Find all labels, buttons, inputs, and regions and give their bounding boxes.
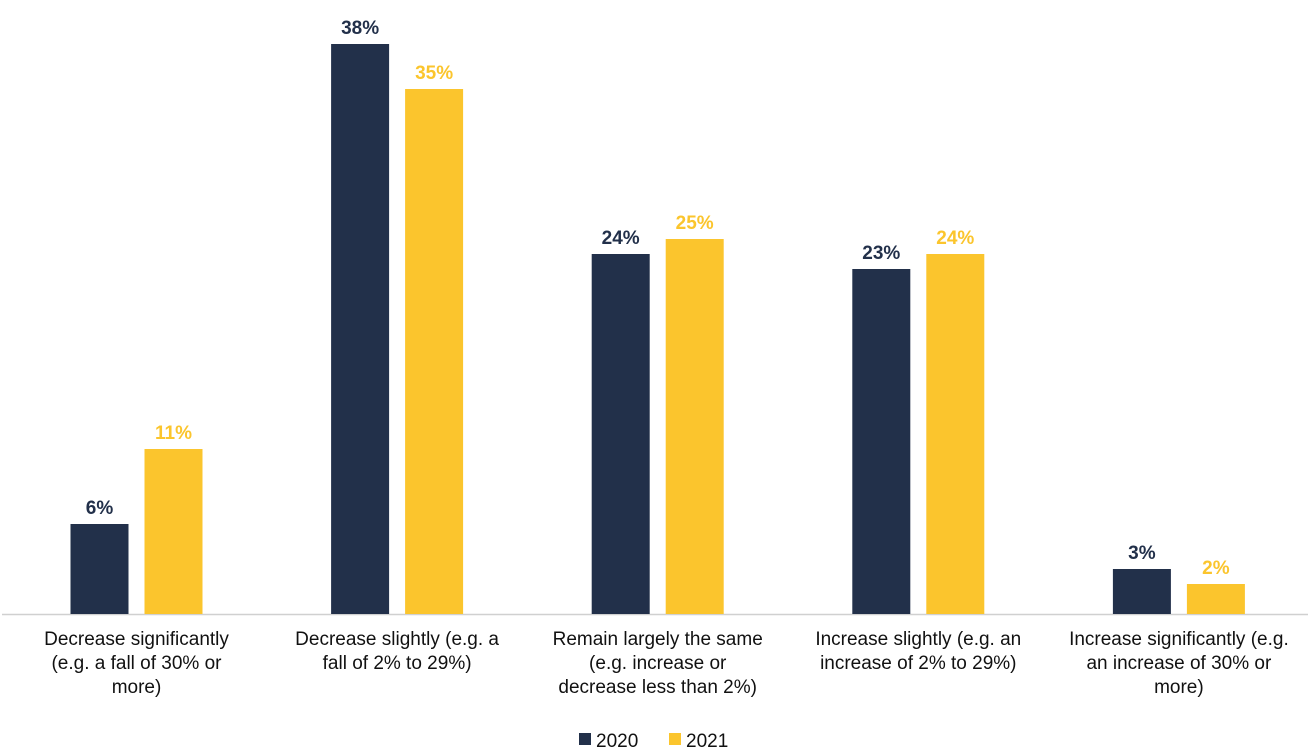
category-label-line: increase of 2% to 29%) <box>820 653 1016 674</box>
category-label-1: Decrease slightly (e.g. a fall of 2% to 2… <box>295 629 499 674</box>
bar-2020-cat-4 <box>1112 569 1171 614</box>
category-label-line: (e.g. increase or <box>589 653 727 674</box>
value-label-2021-cat-3: 24% <box>936 228 974 249</box>
value-label-2021-cat-1: 35% <box>415 63 453 84</box>
category-label-line: (e.g. a fall of 30% or <box>51 653 222 674</box>
legend-swatch-2020 <box>579 733 591 745</box>
bar-2020-cat-0 <box>70 524 129 614</box>
bar-2021-cat-2 <box>665 239 724 614</box>
bar-2021-cat-1 <box>405 89 464 614</box>
category-label-line: fall of 2% to 29%) <box>323 653 472 674</box>
category-label-line: more) <box>1154 677 1204 698</box>
category-label-line: decrease less than 2%) <box>558 677 757 698</box>
value-label-2020-cat-0: 6% <box>86 498 114 519</box>
bar-2021-cat-4 <box>1186 584 1245 614</box>
value-label-2020-cat-4: 3% <box>1128 543 1156 564</box>
bar-2020-cat-1 <box>331 44 390 614</box>
category-label-line: Decrease slightly (e.g. a <box>295 629 499 650</box>
legend-label-2021: 2021 <box>686 731 728 749</box>
category-label-line: Remain largely the same <box>553 629 763 650</box>
bar-2020-cat-2 <box>591 254 650 614</box>
category-label-3: Increase slightly (e.g. an increase of 2%… <box>815 629 1021 674</box>
category-label-line: an increase of 30% or <box>1086 653 1272 674</box>
category-label-4: Increase significantly (e.g. an increase … <box>1069 629 1289 698</box>
value-label-2021-cat-4: 2% <box>1202 558 1230 579</box>
legend-swatch-2021 <box>669 733 681 745</box>
category-label-line: more) <box>112 677 162 698</box>
value-label-2020-cat-3: 23% <box>862 243 900 264</box>
bar-2021-cat-3 <box>926 254 985 614</box>
bars-group <box>70 44 1245 614</box>
legend-label-2020: 2020 <box>596 731 638 749</box>
value-label-2020-cat-2: 24% <box>602 228 640 249</box>
category-labels-group: Decrease significantly (e.g. a fall of 30… <box>44 629 1289 698</box>
category-label-line: Increase significantly (e.g. <box>1069 629 1289 650</box>
bar-2021-cat-0 <box>144 449 203 614</box>
category-label-2: Remain largely the same (e.g. increase or… <box>553 629 763 698</box>
value-label-2021-cat-2: 25% <box>676 213 714 234</box>
category-label-line: Decrease significantly <box>44 629 229 650</box>
category-label-line: Increase slightly (e.g. an <box>815 629 1021 650</box>
value-label-2021-cat-0: 11% <box>155 423 192 444</box>
bar-2020-cat-3 <box>852 269 911 614</box>
legend: 2020 2021 <box>579 731 728 749</box>
value-label-2020-cat-1: 38% <box>341 18 379 39</box>
value-labels-group: 6% 11% 38% 35% 24% 25% 23% 24% 3% 2% <box>86 18 1230 579</box>
category-label-0: Decrease significantly (e.g. a fall of 30… <box>44 629 229 698</box>
